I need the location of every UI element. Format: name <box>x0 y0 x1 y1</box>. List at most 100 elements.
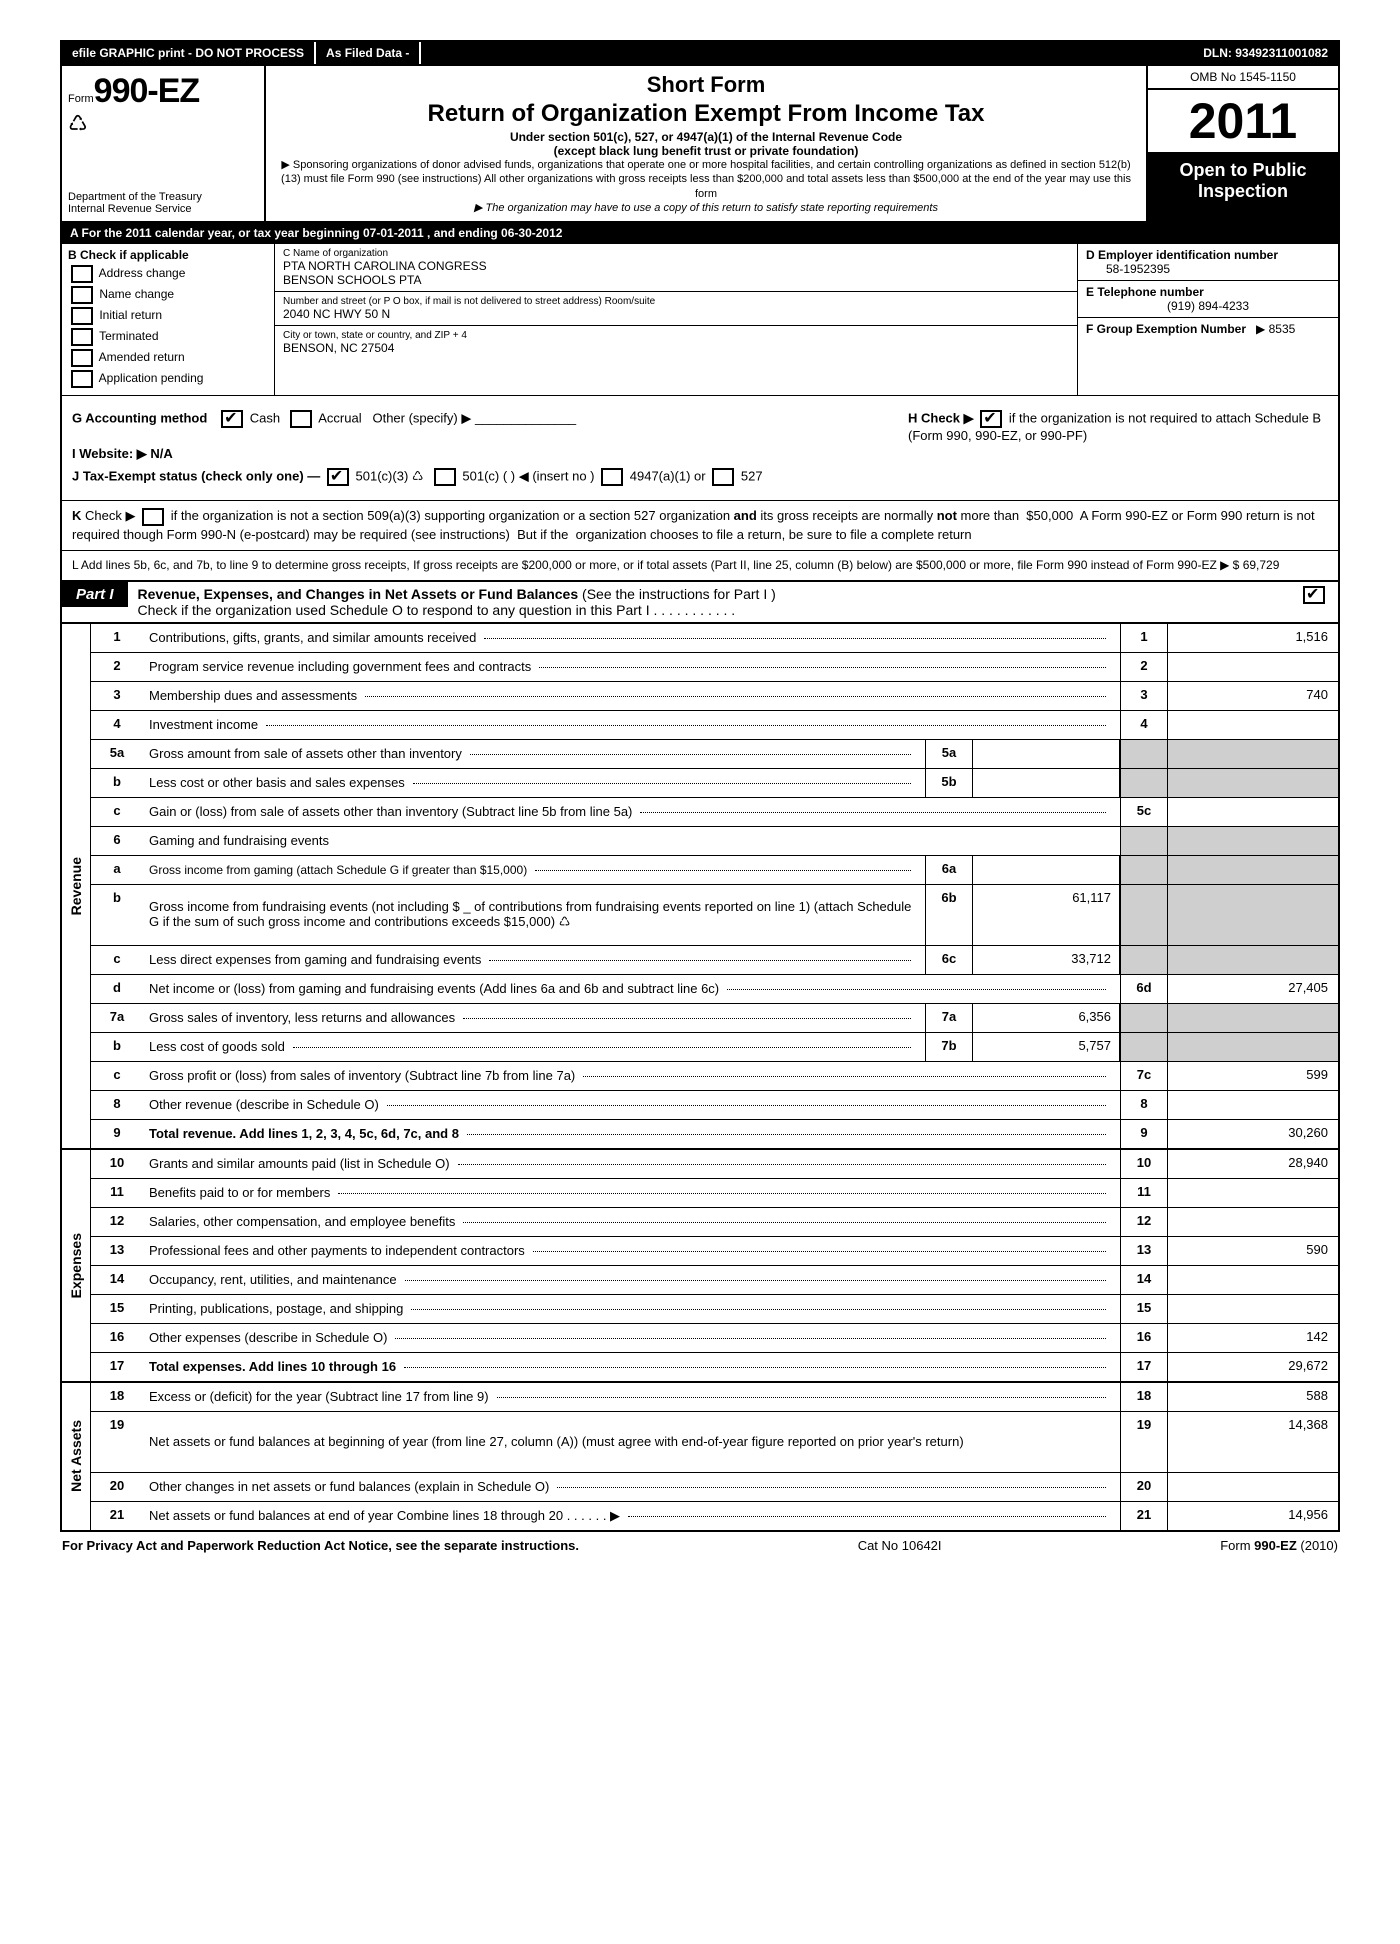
cb-amended[interactable]: Amended return <box>68 349 268 367</box>
line-desc: Contributions, gifts, grants, and simila… <box>143 624 1120 652</box>
tax-year: 2011 <box>1148 90 1338 154</box>
col-def: D Employer identification number 58-1952… <box>1078 244 1338 395</box>
line-no: 13 <box>91 1237 143 1265</box>
k-block: K Check ▶ K Check ▶ if the organization … <box>60 501 1340 551</box>
end-val <box>1168 1266 1338 1294</box>
org-addr-cell: Number and street (or P O box, if mail i… <box>275 292 1077 326</box>
line-no: 16 <box>91 1324 143 1352</box>
end-no: 10 <box>1120 1150 1168 1178</box>
open-public: Open to Public <box>1154 160 1332 181</box>
cb-accrual[interactable] <box>290 410 312 428</box>
mid-no: 5a <box>925 740 973 768</box>
end-val <box>1168 711 1338 739</box>
line-desc: Occupancy, rent, utilities, and maintena… <box>143 1266 1120 1294</box>
mid-no: 7a <box>925 1004 973 1032</box>
line-3: 3Membership dues and assessments3740 <box>91 682 1338 711</box>
omb-no: OMB No 1545-1150 <box>1148 66 1338 90</box>
col-c: C Name of organization PTA NORTH CAROLIN… <box>275 244 1078 395</box>
line-no: 20 <box>91 1473 143 1501</box>
g-label: G Accounting method <box>72 411 207 426</box>
end-val: 28,940 <box>1168 1150 1338 1178</box>
cb-k[interactable] <box>142 508 164 526</box>
end-val: 588 <box>1168 1383 1338 1411</box>
efile-notice: efile GRAPHIC print - DO NOT PROCESS <box>62 42 316 64</box>
line-no: b <box>91 769 143 797</box>
cb-part1-scho[interactable] <box>1303 586 1325 604</box>
end-val: 14,956 <box>1168 1502 1338 1530</box>
line-no: b <box>91 885 143 945</box>
part1-title-rest: (See the instructions for Part I ) <box>582 586 776 602</box>
end-no-shade <box>1120 1033 1168 1061</box>
line-19: 19Net assets or fund balances at beginni… <box>91 1412 1338 1473</box>
mid-no: 7b <box>925 1033 973 1061</box>
org-addr: 2040 NC HWY 50 N <box>283 307 1069 321</box>
line-no: 18 <box>91 1383 143 1411</box>
line-desc: Less direct expenses from gaming and fun… <box>143 946 925 974</box>
mid-val <box>973 769 1120 797</box>
as-filed: As Filed Data - <box>316 42 421 64</box>
footer-right: Form 990-EZ (2010) <box>1220 1538 1338 1553</box>
part1-grid: Revenue 1Contributions, gifts, grants, a… <box>60 624 1340 1532</box>
footer: For Privacy Act and Paperwork Reduction … <box>60 1532 1340 1559</box>
line-b: bLess cost of goods sold7b5,757 <box>91 1033 1338 1062</box>
col-b-header: B Check if applicable <box>68 248 268 262</box>
cb-501c3[interactable] <box>327 468 349 486</box>
line-5a: 5aGross amount from sale of assets other… <box>91 740 1338 769</box>
line-c: cLess direct expenses from gaming and fu… <box>91 946 1338 975</box>
ein-value: 58-1952395 <box>1086 262 1330 276</box>
cb-pending[interactable]: Application pending <box>68 370 268 388</box>
org-name-cell: C Name of organization PTA NORTH CAROLIN… <box>275 244 1077 292</box>
line-no: a <box>91 856 143 884</box>
line-desc: Other changes in net assets or fund bala… <box>143 1473 1120 1501</box>
footer-left: For Privacy Act and Paperwork Reduction … <box>62 1538 579 1553</box>
end-no: 8 <box>1120 1091 1168 1119</box>
ein-cell: D Employer identification number 58-1952… <box>1078 244 1338 281</box>
cb-address-change[interactable]: Address change <box>68 265 268 283</box>
subtitle-2: (except black lung benefit trust or priv… <box>276 144 1136 158</box>
cb-name-change[interactable]: Name change <box>68 286 268 304</box>
cb-terminated[interactable]: Terminated <box>68 328 268 346</box>
line-no: 8 <box>91 1091 143 1119</box>
line-no: 5a <box>91 740 143 768</box>
line-desc: Other revenue (describe in Schedule O) <box>143 1091 1120 1119</box>
col-b: B Check if applicable Address change Nam… <box>62 244 275 395</box>
group-cell: F Group Exemption Number ▶ 8535 <box>1078 318 1338 340</box>
end-val <box>1168 1473 1338 1501</box>
end-val: 27,405 <box>1168 975 1338 1003</box>
header-mid: Short Form Return of Organization Exempt… <box>266 66 1146 221</box>
revenue-label: Revenue <box>62 624 91 1148</box>
open-inspection: Open to Public Inspection <box>1148 154 1338 221</box>
mid-val: 6,356 <box>973 1004 1120 1032</box>
l-block: L Add lines 5b, 6c, and 7b, to line 9 to… <box>60 551 1340 581</box>
end-no: 14 <box>1120 1266 1168 1294</box>
cb-h[interactable] <box>980 410 1002 428</box>
form-number: Form990-EZ <box>68 72 258 111</box>
line-desc: Net assets or fund balances at end of ye… <box>143 1502 1120 1530</box>
line-1: 1Contributions, gifts, grants, and simil… <box>91 624 1338 653</box>
end-no: 15 <box>1120 1295 1168 1323</box>
line-c: cGain or (loss) from sale of assets othe… <box>91 798 1338 827</box>
end-no: 12 <box>1120 1208 1168 1236</box>
line-a: aGross income from gaming (attach Schedu… <box>91 856 1338 885</box>
dept-irs: Internal Revenue Service <box>68 203 258 215</box>
netassets-label: Net Assets <box>62 1383 91 1530</box>
line-desc: Program service revenue including govern… <box>143 653 1120 681</box>
cb-cash[interactable] <box>221 410 243 428</box>
end-no: 7c <box>1120 1062 1168 1090</box>
line-desc: Printing, publications, postage, and shi… <box>143 1295 1120 1323</box>
accrual-label: Accrual <box>318 411 361 426</box>
end-val: 590 <box>1168 1237 1338 1265</box>
tel-label: E Telephone number <box>1086 285 1330 299</box>
end-no: 18 <box>1120 1383 1168 1411</box>
h-block: H Check ▶ if the organization is not req… <box>908 410 1328 486</box>
cb-527[interactable] <box>712 468 734 486</box>
cb-initial-return[interactable]: Initial return <box>68 307 268 325</box>
j-501c: 501(c) ( ) ◀ (insert no ) <box>462 469 594 484</box>
end-val-shade <box>1168 885 1338 945</box>
end-no: 19 <box>1120 1412 1168 1472</box>
line-11: 11Benefits paid to or for members11 <box>91 1179 1338 1208</box>
line-8: 8Other revenue (describe in Schedule O)8 <box>91 1091 1338 1120</box>
cb-4947[interactable] <box>601 468 623 486</box>
cb-501c[interactable] <box>434 468 456 486</box>
inspection: Inspection <box>1154 181 1332 202</box>
